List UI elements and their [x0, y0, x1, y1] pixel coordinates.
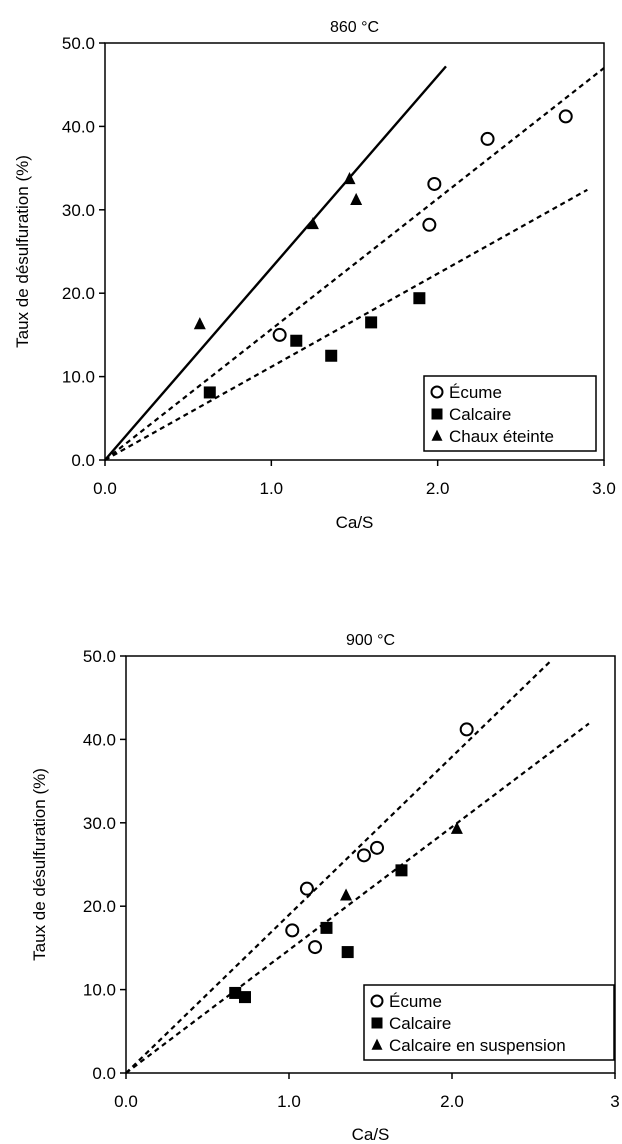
plot-frame — [125, 655, 616, 1074]
y-tick-label: 50.0 — [62, 34, 95, 53]
legend-marker-ecume — [370, 994, 384, 1008]
fit-line-dashed — [125, 722, 590, 1074]
point-ecume — [558, 109, 573, 124]
x-axis-title: Ca/S — [336, 513, 374, 532]
y-tick-label: 40.0 — [62, 117, 95, 136]
point-calcaire — [413, 292, 426, 305]
y-tick-label: 20.0 — [62, 284, 95, 303]
chart-title: 860 °C — [330, 19, 379, 36]
y-tick-label: 0.0 — [71, 451, 95, 470]
legend-box — [423, 375, 597, 452]
x-tick-label: 3 — [610, 1092, 619, 1111]
point-calcaire — [365, 316, 378, 329]
legend-label: Calcaire — [449, 405, 511, 424]
point-calcaire-en-suspension — [450, 821, 463, 834]
legend: Écume Calcaire Calcaire en suspension — [363, 984, 615, 1061]
legend-marker-ecume — [430, 385, 444, 399]
legend-label: Écume — [449, 383, 502, 402]
legend-marker-calcaire — [371, 1017, 383, 1029]
fit-line-dashed — [104, 67, 605, 461]
x-tick-label: 2.0 — [440, 1092, 464, 1111]
point-chaux-eteinte — [306, 217, 319, 230]
legend-marker-calcaire-en-suspension — [371, 1038, 383, 1050]
point-calcaire — [320, 921, 333, 934]
point-ecume — [299, 881, 314, 896]
legend: Écume Calcaire Chaux éteinte — [423, 375, 597, 452]
point-calcaire — [238, 991, 251, 1004]
x-tick-label: 3.0 — [592, 479, 616, 498]
legend-label: Calcaire — [389, 1014, 451, 1033]
legend-label: Chaux éteinte — [449, 427, 554, 446]
legend-label: Écume — [389, 992, 442, 1011]
point-calcaire — [290, 334, 303, 347]
legend-box — [363, 984, 615, 1061]
y-tick-label: 10.0 — [62, 368, 95, 387]
point-calcaire — [229, 986, 242, 999]
y-tick-label: 40.0 — [83, 730, 116, 749]
point-chaux-eteinte — [350, 192, 363, 205]
point-ecume — [272, 327, 287, 342]
chart-title: 900 °C — [346, 632, 395, 649]
x-tick-label: 2.0 — [426, 479, 450, 498]
point-ecume — [459, 722, 474, 737]
x-tick-label: 0.0 — [114, 1092, 138, 1111]
point-calcaire — [325, 349, 338, 362]
plot-frame — [104, 42, 605, 461]
fit-line-solid — [104, 65, 447, 461]
point-chaux-eteinte — [193, 317, 206, 330]
point-ecume — [356, 848, 371, 863]
fit-line-dashed — [104, 188, 588, 461]
y-tick-label: 30.0 — [62, 201, 95, 220]
point-calcaire — [341, 946, 354, 959]
y-tick-label: 10.0 — [83, 981, 116, 1000]
x-axis-title: Ca/S — [352, 1125, 390, 1144]
point-ecume — [285, 923, 300, 938]
chart-2: 900 °C0.0 1.0 2.0 30.010.020.030.040.050.0C… — [30, 632, 620, 1144]
chart-1: 860 °C 0.0 1.0 2.0 3.0 0.0 10.0 20.0 30.0 40.0 50.… — [13, 19, 616, 532]
y-axis-title: Taux de désulfuration (%) — [13, 155, 32, 348]
y-tick-label: 0.0 — [92, 1064, 116, 1083]
point-ecume — [427, 176, 442, 191]
y-tick-label: 50.0 — [83, 647, 116, 666]
point-calcaire — [395, 864, 408, 877]
point-chaux-eteinte — [343, 172, 356, 185]
point-ecume — [480, 131, 495, 146]
legend-marker-chaux-eteinte — [431, 429, 443, 441]
y-tick-label: 20.0 — [83, 897, 116, 916]
point-calcaire-en-suspension — [340, 888, 353, 901]
point-ecume — [308, 940, 323, 955]
legend-marker-calcaire — [431, 408, 443, 420]
legend-label: Calcaire en suspension — [389, 1036, 566, 1055]
x-tick-label: 0.0 — [93, 479, 117, 498]
point-ecume — [370, 840, 385, 855]
point-calcaire — [203, 386, 216, 399]
y-tick-label: 30.0 — [83, 814, 116, 833]
y-axis-title: Taux de désulfuration (%) — [30, 768, 49, 961]
point-ecume — [422, 217, 437, 232]
x-tick-label: 1.0 — [277, 1092, 301, 1111]
x-tick-label: 1.0 — [260, 479, 284, 498]
